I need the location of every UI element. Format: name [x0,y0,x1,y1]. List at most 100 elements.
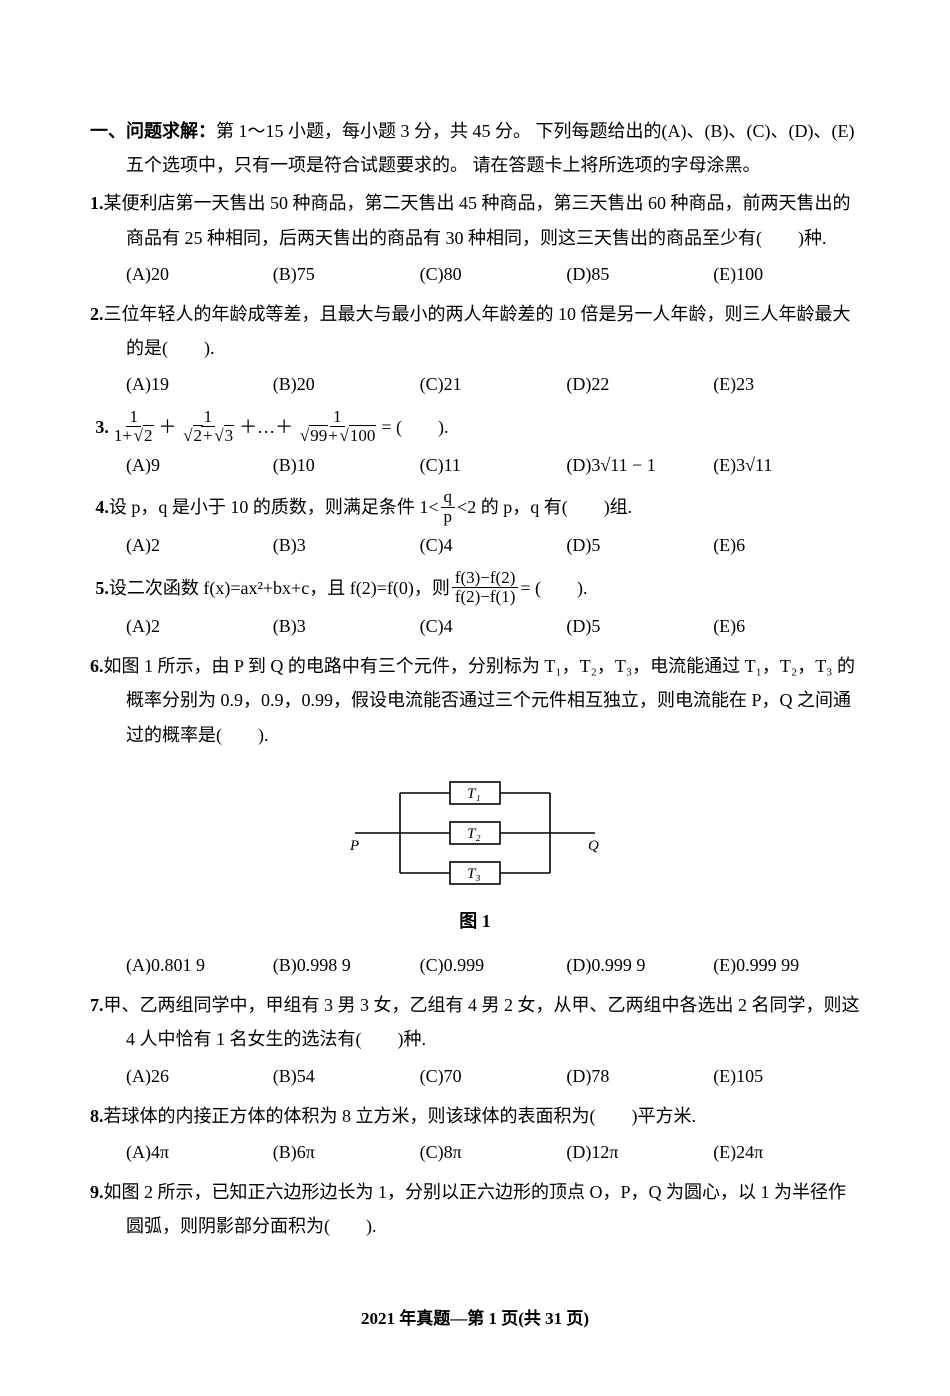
q3-frac3-sqrt-b: 100 [338,427,377,446]
q3-frac3-rad-a: 99 [309,425,328,445]
circuit-label-p: P [349,838,359,854]
q4-pre: 设 p，q 是小于 10 的质数，则满足条件 1< [109,490,439,524]
q3-frac1-sqrt: 2 [132,427,154,446]
q3-frac1-rad: 2 [143,425,154,445]
circuit-label-t1: T₁ [467,786,481,802]
q3-dots: ＋…＋ [239,410,293,444]
q6-figure-caption: 图 1 [90,904,860,938]
q3-opt-d: (D)3√11 − 1 [566,448,713,482]
q3-tail: = ( ). [381,410,448,444]
section-title-prefix: 一、问题求解： [90,121,216,141]
q8-num: 8. [90,1106,104,1126]
q5-post: = ( ). [520,571,587,605]
section-header: 一、问题求解：第 1～15 小题，每小题 3 分，共 45 分。 下列每题给出的… [90,114,860,182]
q3-frac3-sqrt-a: 99 [298,427,328,446]
q3-frac2-rad-b: 3 [224,425,235,445]
q1-opt-e: (E)100 [713,257,860,291]
q4-opt-c: (C)4 [420,528,567,562]
q6-opt-b: (B)0.998 9 [273,948,420,982]
q2-options: (A)19 (B)20 (C)21 (D)22 (E)23 [90,367,860,401]
page-footer: 2021 年真题—第 1 页(共 31 页) [90,1303,860,1335]
q6-num: 6. [90,656,104,676]
q4-frac-den: p [441,508,456,527]
q6-options: (A)0.801 9 (B)0.998 9 (C)0.999 (D)0.999 … [90,948,860,982]
q7-opt-b: (B)54 [273,1059,420,1093]
q5-opt-c: (C)4 [420,609,567,643]
q2-text: 三位年轻人的年龄成等差，且最大与最小的两人年龄差的 10 倍是另一人年龄，则三人… [104,304,851,358]
q6-opt-d: (D)0.999 9 [566,948,713,982]
circuit-label-t3: T₃ [467,866,481,882]
q6-circuit-diagram: P Q T₁ T₂ T₃ [345,768,605,898]
q7-stem: 7.甲、乙两组同学中，甲组有 3 男 3 女，乙组有 4 男 2 女，从甲、乙两… [90,988,860,1056]
q1-opt-a: (A)20 [126,257,273,291]
q2-opt-e: (E)23 [713,367,860,401]
q7-options: (A)26 (B)54 (C)70 (D)78 (E)105 [90,1059,860,1093]
q8-opt-c: (C)8π [420,1135,567,1169]
q3-opt-a: (A)9 [126,448,273,482]
q5-options: (A)2 (B)3 (C)4 (D)5 (E)6 [90,609,860,643]
q4-stem: 4. 设 p，q 是小于 10 的质数，则满足条件 1< q p <2 的 p，… [90,488,860,526]
q3-frac2-den: 2+3 [179,427,238,446]
q2-opt-a: (A)19 [126,367,273,401]
q8-opt-d: (D)12π [566,1135,713,1169]
q1-opt-d: (D)85 [566,257,713,291]
q1-text: 某便利店第一天售出 50 种商品，第二天售出 45 种商品，第三天售出 60 种… [104,193,851,247]
q1-options: (A)20 (B)75 (C)80 (D)85 (E)100 [90,257,860,291]
q5-opt-a: (A)2 [126,609,273,643]
q3-plus1: ＋ [159,410,177,444]
q8-options: (A)4π (B)6π (C)8π (D)12π (E)24π [90,1135,860,1169]
q4-num: 4. [95,490,109,524]
q3-num: 3. [95,410,109,444]
q3-frac3-den: 99+100 [295,427,379,446]
q7-text: 甲、乙两组同学中，甲组有 3 男 3 女，乙组有 4 男 2 女，从甲、乙两组中… [104,995,860,1049]
q6-opt-c: (C)0.999 [420,948,567,982]
q6-text: 如图 1 所示，由 P 到 Q 的电路中有三个元件，分别标为 T₁，T₂，T₃，… [104,656,855,744]
q3-frac2: 1 2+3 [179,408,238,446]
q3-frac1-den-a: 1+ [114,426,132,445]
q5-num: 5. [95,571,109,605]
circuit-label-t2: T₂ [467,826,481,842]
q8-opt-b: (B)6π [273,1135,420,1169]
q9-text: 如图 2 所示，已知正六边形边长为 1，分别以正六边形的顶点 O，P，Q 为圆心… [104,1182,847,1236]
q1-opt-b: (B)75 [273,257,420,291]
q2-opt-d: (D)22 [566,367,713,401]
q4-opt-b: (B)3 [273,528,420,562]
q1-stem: 1.某便利店第一天售出 50 种商品，第二天售出 45 种商品，第三天售出 60… [90,186,860,254]
q6-stem: 6.如图 1 所示，由 P 到 Q 的电路中有三个元件，分别标为 T₁，T₂，T… [90,649,860,752]
q3-frac3: 1 99+100 [295,408,379,446]
q2-opt-b: (B)20 [273,367,420,401]
q5-opt-d: (D)5 [566,609,713,643]
q9-stem: 9.如图 2 所示，已知正六边形边长为 1，分别以正六边形的顶点 O，P，Q 为… [90,1175,860,1243]
q5-pre: 设二次函数 f(x)=ax²+bx+c，且 f(2)=f(0)，则 [109,571,450,605]
q1-opt-c: (C)80 [420,257,567,291]
q5-frac-den: f(2)−f(1) [452,588,519,607]
q7-opt-c: (C)70 [420,1059,567,1093]
q3-stem: 3. 1 1+ 2 ＋ 1 2+3 ＋…＋ 1 99+100 = ( ). [90,408,860,446]
q8-opt-e: (E)24π [713,1135,860,1169]
section-title-body: 第 1～15 小题，每小题 3 分，共 45 分。 下列每题给出的(A)、(B)… [126,121,854,175]
q9-num: 9. [90,1182,104,1202]
q3-frac3-num: 1 [330,408,345,428]
q5-opt-e: (E)6 [713,609,860,643]
q4-opt-d: (D)5 [566,528,713,562]
q3-opt-e: (E)3√11 [713,448,860,482]
q4-opt-a: (A)2 [126,528,273,562]
q8-opt-a: (A)4π [126,1135,273,1169]
q1-num: 1. [90,193,104,213]
q3-frac2-sqrt-b: 3 [213,427,235,446]
q5-stem: 5. 设二次函数 f(x)=ax²+bx+c，且 f(2)=f(0)，则 f(3… [90,569,860,607]
q7-opt-e: (E)105 [713,1059,860,1093]
q2-num: 2. [90,304,104,324]
q2-stem: 2.三位年轻人的年龄成等差，且最大与最小的两人年龄差的 10 倍是另一人年龄，则… [90,297,860,365]
q4-options: (A)2 (B)3 (C)4 (D)5 (E)6 [90,528,860,562]
q5-opt-b: (B)3 [273,609,420,643]
q4-frac-num: q [441,488,456,508]
q7-opt-a: (A)26 [126,1059,273,1093]
q3-opt-b: (B)10 [273,448,420,482]
q8-stem: 8.若球体的内接正方体的体积为 8 立方米，则该球体的表面积为( )平方米. [90,1099,860,1133]
q3-frac1-den: 1+ 2 [111,427,157,446]
q3-frac1-num: 1 [126,408,141,428]
q7-opt-d: (D)78 [566,1059,713,1093]
q6-opt-e: (E)0.999 99 [713,948,860,982]
q7-num: 7. [90,995,104,1015]
